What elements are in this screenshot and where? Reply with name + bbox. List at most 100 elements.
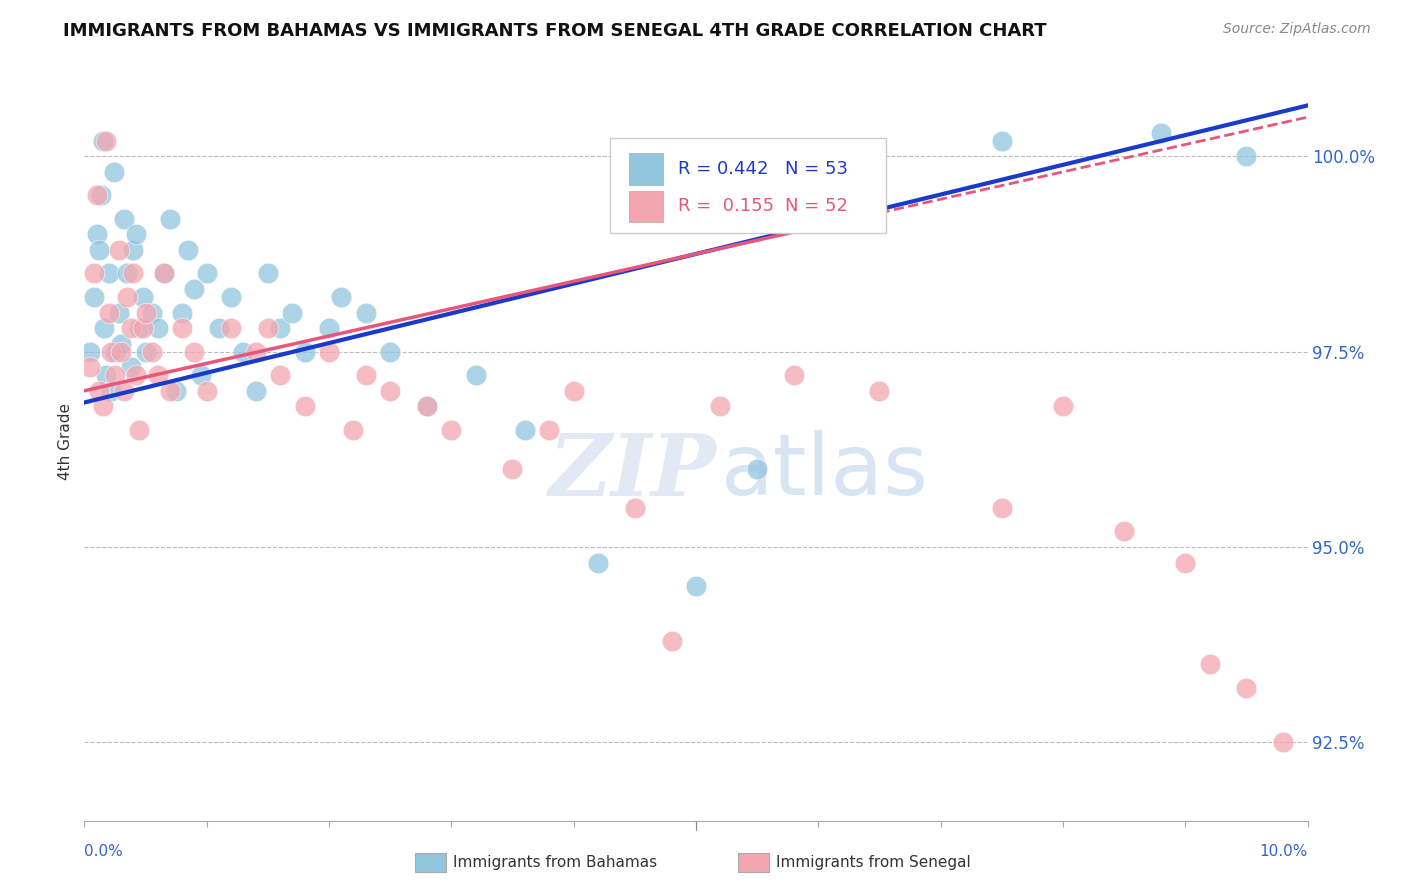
Point <box>685 579 707 593</box>
Point <box>294 344 316 359</box>
Point <box>107 243 129 257</box>
Point <box>502 462 524 476</box>
Point <box>747 462 769 476</box>
Point <box>125 368 148 383</box>
Point <box>183 282 205 296</box>
Point <box>257 321 280 335</box>
Point <box>1236 149 1258 163</box>
Text: 10.0%: 10.0% <box>1260 844 1308 859</box>
Point <box>141 305 163 319</box>
Point <box>624 500 647 515</box>
Point <box>120 321 142 335</box>
Point <box>172 321 194 335</box>
Point <box>190 368 212 383</box>
Point <box>97 305 120 319</box>
Point <box>281 305 304 319</box>
Point <box>1272 735 1295 749</box>
Point <box>79 344 101 359</box>
Point <box>112 211 135 226</box>
Point <box>104 344 127 359</box>
Point <box>135 344 157 359</box>
Point <box>709 400 731 414</box>
Point <box>991 500 1014 515</box>
Point <box>100 384 122 398</box>
Point <box>165 384 187 398</box>
Point <box>294 400 316 414</box>
Point <box>1052 400 1074 414</box>
Text: R =  0.155: R = 0.155 <box>678 197 773 216</box>
Point <box>661 633 683 648</box>
Point <box>91 134 114 148</box>
Point <box>1174 556 1197 570</box>
Point <box>120 360 142 375</box>
Point <box>128 423 150 437</box>
Point <box>122 243 145 257</box>
Point <box>440 423 463 437</box>
Point <box>416 400 439 414</box>
Point <box>86 227 108 242</box>
Point <box>96 368 118 383</box>
Text: IMMIGRANTS FROM BAHAMAS VS IMMIGRANTS FROM SENEGAL 4TH GRADE CORRELATION CHART: IMMIGRANTS FROM BAHAMAS VS IMMIGRANTS FR… <box>63 22 1047 40</box>
Point <box>172 305 194 319</box>
Point <box>1198 657 1220 672</box>
Point <box>128 321 150 335</box>
Text: N = 52: N = 52 <box>786 197 848 216</box>
Y-axis label: 4th Grade: 4th Grade <box>58 403 73 480</box>
Point <box>232 344 254 359</box>
Point <box>91 400 114 414</box>
Point <box>87 384 110 398</box>
Text: atlas: atlas <box>720 430 928 514</box>
Text: N = 53: N = 53 <box>786 160 848 178</box>
Point <box>195 384 218 398</box>
Point <box>159 384 181 398</box>
Point <box>318 344 340 359</box>
Point <box>93 321 115 335</box>
Point <box>112 384 135 398</box>
Point <box>269 321 291 335</box>
Point <box>86 188 108 202</box>
Point <box>87 243 110 257</box>
Point <box>1114 524 1136 539</box>
Text: Immigrants from Senegal: Immigrants from Senegal <box>776 855 972 870</box>
Point <box>991 134 1014 148</box>
Point <box>100 344 122 359</box>
Point <box>146 321 169 335</box>
Point <box>110 344 132 359</box>
Point <box>513 423 536 437</box>
Point <box>125 227 148 242</box>
Point <box>257 267 280 281</box>
Bar <box>628 191 664 222</box>
Point <box>115 290 138 304</box>
Point <box>464 368 486 383</box>
Point <box>115 267 138 281</box>
Bar <box>628 153 664 185</box>
Point <box>107 305 129 319</box>
Point <box>342 423 364 437</box>
Point <box>586 556 609 570</box>
Point <box>153 267 176 281</box>
Point <box>783 368 806 383</box>
Point <box>1236 681 1258 695</box>
Point <box>132 321 155 335</box>
Text: ZIP: ZIP <box>550 430 717 514</box>
Point <box>159 211 181 226</box>
Point <box>83 290 105 304</box>
Point <box>219 321 242 335</box>
Point <box>110 336 132 351</box>
Point <box>380 384 402 398</box>
Point <box>177 243 200 257</box>
Point <box>90 188 112 202</box>
Point <box>208 321 231 335</box>
Point <box>416 400 439 414</box>
Point <box>79 360 101 375</box>
Point <box>245 344 267 359</box>
Point <box>83 267 105 281</box>
Point <box>538 423 561 437</box>
Point <box>1150 126 1173 140</box>
Point <box>354 305 377 319</box>
Point <box>245 384 267 398</box>
Text: Source: ZipAtlas.com: Source: ZipAtlas.com <box>1223 22 1371 37</box>
Point <box>318 321 340 335</box>
Text: R = 0.442: R = 0.442 <box>678 160 768 178</box>
Point <box>146 368 169 383</box>
